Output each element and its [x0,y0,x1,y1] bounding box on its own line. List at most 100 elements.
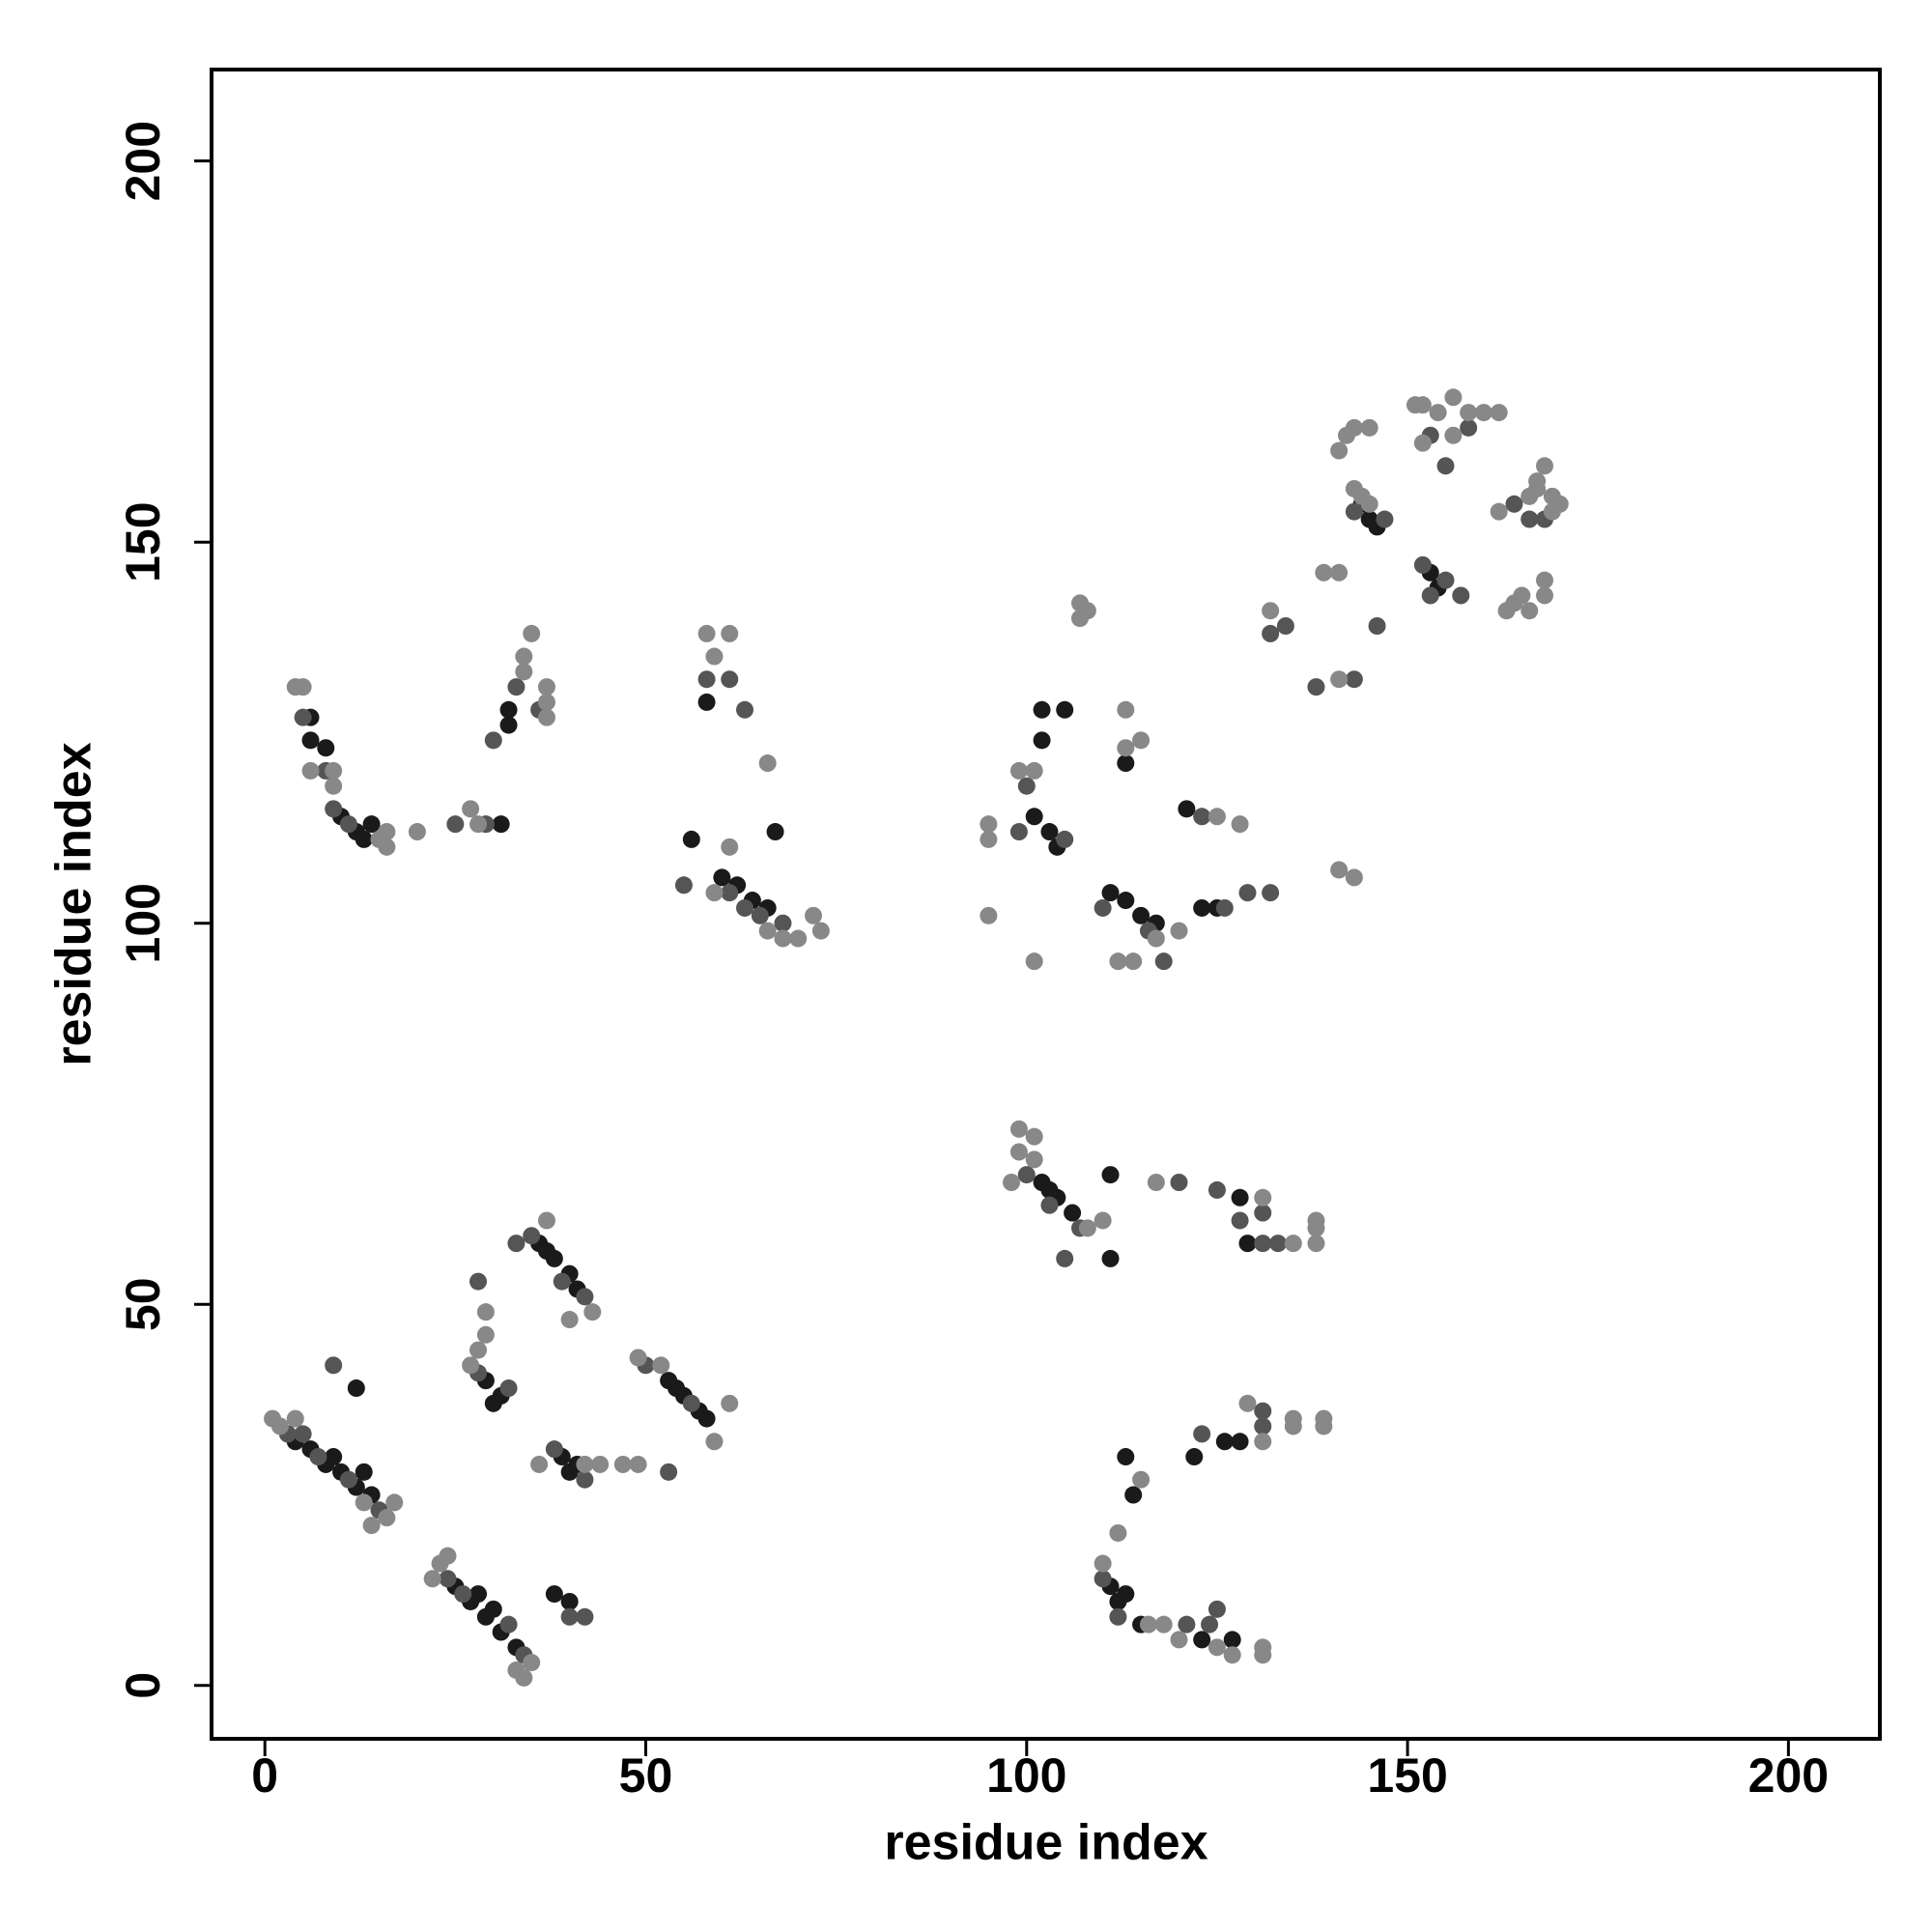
point [697,624,716,642]
point [1178,800,1196,818]
point [1345,670,1363,689]
point [1345,502,1363,521]
point [1139,1615,1157,1634]
point [469,815,488,834]
point [1132,731,1151,750]
point [1124,1486,1143,1504]
x-tick-label: 50 [619,1748,673,1803]
point [1124,952,1143,971]
point [1094,1570,1112,1588]
point [1193,1425,1211,1443]
point [462,800,480,818]
point [1238,1394,1257,1412]
point [751,906,769,924]
point [1490,502,1508,521]
point [613,1455,632,1473]
point [682,830,700,848]
point [378,823,396,841]
point [660,1463,678,1481]
point [560,1311,579,1329]
y-tick-label: 0 [116,1672,170,1699]
point [1040,1180,1059,1199]
point [1025,808,1043,826]
point [1345,868,1363,887]
point [1193,1631,1211,1649]
x-tick-label: 100 [986,1748,1066,1803]
point [629,1455,647,1473]
point [697,1409,716,1428]
point [1421,586,1439,605]
point [1254,1204,1272,1222]
point [576,1455,594,1473]
point [736,700,754,719]
point [1078,602,1096,620]
point [980,830,998,848]
y-axis-label: residue index [46,742,102,1065]
point [515,663,533,681]
point [560,1592,579,1610]
point [1231,1188,1249,1207]
point [1262,624,1280,642]
point [469,1585,488,1604]
point [1460,418,1478,437]
point [309,1448,327,1466]
point [484,1600,502,1618]
point [1284,1235,1302,1253]
point [1017,777,1036,795]
point [385,1493,404,1512]
point [1520,510,1539,528]
point [1185,1448,1204,1466]
point [355,1463,373,1481]
point [1262,602,1280,620]
point [1254,1235,1272,1253]
point [1330,861,1349,879]
point [1170,1174,1188,1191]
point [1025,761,1043,780]
point [378,1509,396,1527]
point [1436,571,1455,589]
point [1330,563,1349,582]
point [1550,495,1569,513]
point [469,1341,488,1359]
point [325,800,343,818]
point [1033,700,1051,719]
point [1094,1554,1112,1573]
point [1513,586,1531,605]
point [1536,571,1554,589]
point [507,1235,526,1253]
point [317,739,335,757]
point [1117,1448,1135,1466]
point [697,693,716,711]
point [1231,815,1249,834]
point [1284,1417,1302,1435]
point [1413,555,1432,574]
point [286,1409,304,1428]
point [980,815,998,834]
point [1132,906,1151,924]
x-tick-label: 200 [1748,1748,1829,1803]
point [1201,1615,1219,1634]
point [408,823,426,841]
point [454,1585,472,1604]
point [499,1615,518,1634]
point [1452,586,1470,605]
point [1170,922,1188,940]
point [325,777,343,795]
point [1376,510,1394,528]
point [1025,952,1043,971]
point [1254,1638,1272,1657]
point [1215,898,1234,917]
point [1208,1180,1226,1199]
point [1056,700,1074,719]
point [537,1242,555,1261]
point [530,1455,549,1473]
point [583,1303,602,1321]
point [439,1547,457,1565]
y-tick-label: 50 [116,1277,170,1331]
point [1429,404,1447,422]
y-tick-label: 100 [116,883,170,963]
point [294,1425,312,1443]
point [1117,700,1135,719]
point [1208,808,1226,826]
point [537,1211,555,1230]
